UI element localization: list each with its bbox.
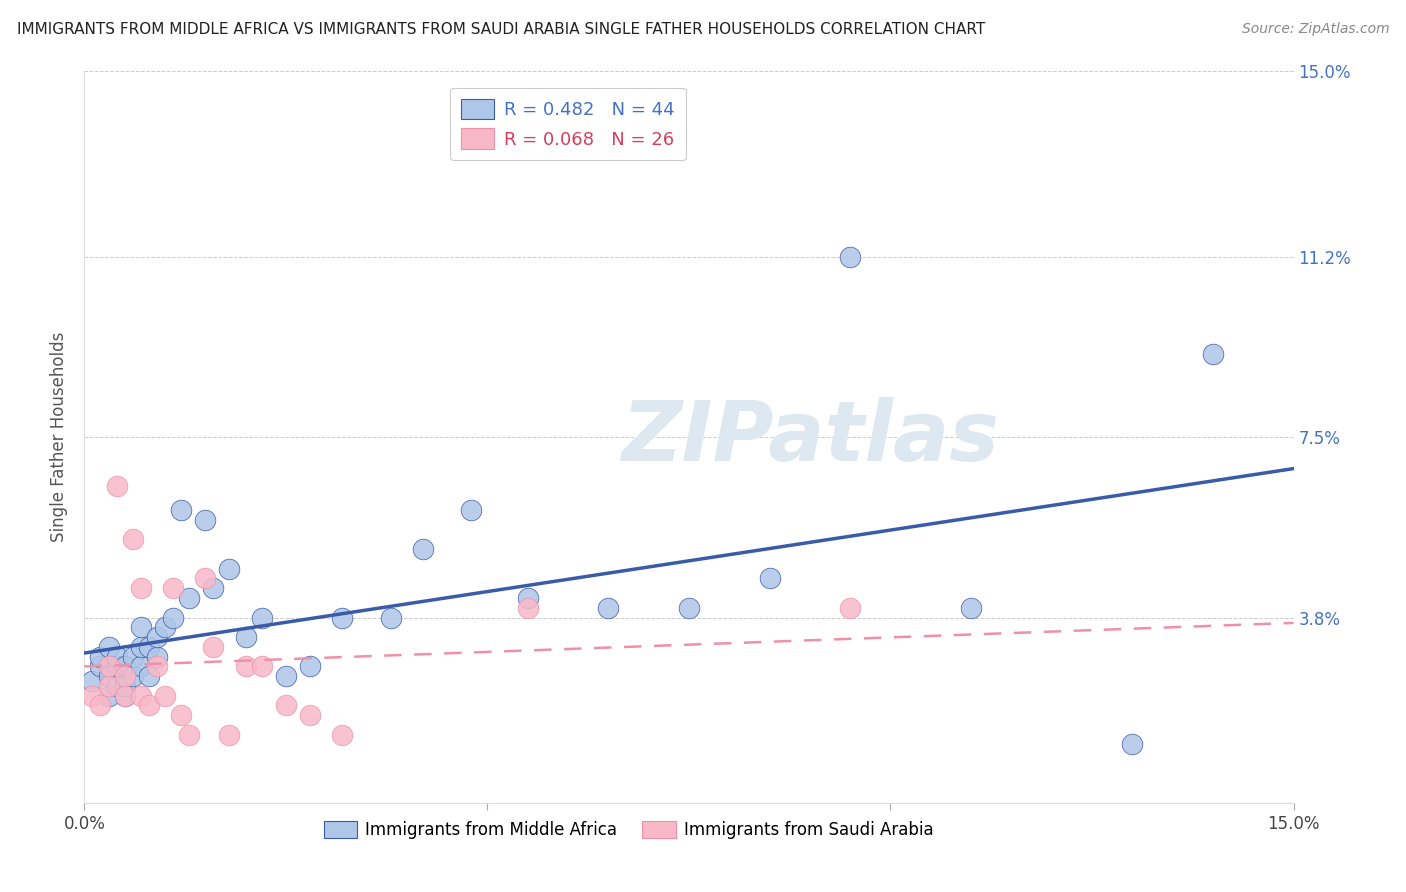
Point <box>105 479 128 493</box>
Point <box>960 600 983 615</box>
Point <box>218 727 240 741</box>
Point <box>235 630 257 644</box>
Point <box>146 630 169 644</box>
Point <box>412 542 434 557</box>
Point <box>839 250 862 264</box>
Legend: Immigrants from Middle Africa, Immigrants from Saudi Arabia: Immigrants from Middle Africa, Immigrant… <box>316 814 941 846</box>
Text: IMMIGRANTS FROM MIDDLE AFRICA VS IMMIGRANTS FROM SAUDI ARABIA SINGLE FATHER HOUS: IMMIGRANTS FROM MIDDLE AFRICA VS IMMIGRA… <box>17 22 986 37</box>
Point <box>121 533 143 547</box>
Point <box>179 727 201 741</box>
Point <box>97 679 120 693</box>
Point <box>516 591 538 605</box>
Point <box>138 669 160 683</box>
Text: Source: ZipAtlas.com: Source: ZipAtlas.com <box>1241 22 1389 37</box>
Point <box>330 610 353 624</box>
Point <box>678 600 700 615</box>
Point <box>129 581 152 595</box>
Point <box>153 689 176 703</box>
Point <box>97 640 120 654</box>
Point <box>146 649 169 664</box>
Point <box>194 572 217 586</box>
Point <box>235 659 257 673</box>
Point <box>114 659 136 673</box>
Point <box>105 659 128 673</box>
Point <box>299 708 322 723</box>
Point <box>460 503 482 517</box>
Point <box>129 659 152 673</box>
Point <box>97 659 120 673</box>
Point <box>114 679 136 693</box>
Point <box>330 727 353 741</box>
Point <box>97 669 120 683</box>
Text: ZIPatlas: ZIPatlas <box>621 397 998 477</box>
Point <box>129 620 152 634</box>
Point <box>170 708 193 723</box>
Point <box>299 659 322 673</box>
Point <box>516 600 538 615</box>
Point <box>89 698 111 713</box>
Point <box>114 669 136 683</box>
Point <box>105 649 128 664</box>
Point <box>162 610 184 624</box>
Point <box>138 640 160 654</box>
Point <box>202 581 225 595</box>
Point <box>114 689 136 703</box>
Point <box>153 620 176 634</box>
Point <box>274 669 297 683</box>
Point <box>114 689 136 703</box>
Point <box>129 640 152 654</box>
Point <box>839 600 862 615</box>
Point <box>129 689 152 703</box>
Point <box>218 562 240 576</box>
Point <box>138 698 160 713</box>
Point <box>105 679 128 693</box>
Y-axis label: Single Father Households: Single Father Households <box>51 332 69 542</box>
Point <box>250 659 273 673</box>
Point <box>82 689 104 703</box>
Point <box>121 649 143 664</box>
Point <box>1202 347 1225 361</box>
Point <box>162 581 184 595</box>
Point <box>758 572 780 586</box>
Point <box>82 673 104 688</box>
Point <box>380 610 402 624</box>
Point <box>274 698 297 713</box>
Point <box>170 503 193 517</box>
Point <box>598 600 620 615</box>
Point <box>194 513 217 527</box>
Point <box>97 689 120 703</box>
Point <box>89 649 111 664</box>
Point <box>121 669 143 683</box>
Point <box>146 659 169 673</box>
Point <box>202 640 225 654</box>
Point <box>250 610 273 624</box>
Point <box>1121 737 1143 751</box>
Point <box>89 659 111 673</box>
Point <box>179 591 201 605</box>
